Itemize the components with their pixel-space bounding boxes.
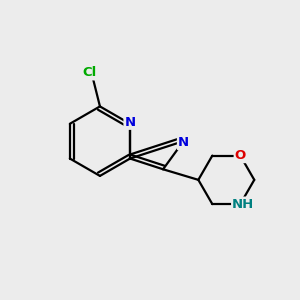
Text: N: N	[124, 116, 136, 129]
Text: N: N	[178, 136, 189, 149]
Text: O: O	[235, 149, 246, 162]
Text: Cl: Cl	[82, 66, 97, 80]
Text: NH: NH	[232, 198, 254, 211]
